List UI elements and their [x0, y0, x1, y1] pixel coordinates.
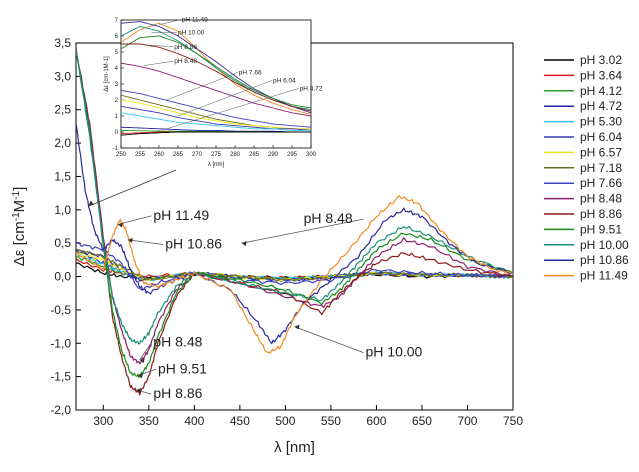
x-tick-label: 500	[275, 414, 295, 428]
y-axis-title-unit-close: ]	[11, 187, 28, 191]
legend-label: pH 6.57	[580, 145, 622, 159]
legend-label: pH 11.49	[580, 269, 628, 283]
legend-label: pH 4.12	[580, 84, 622, 98]
annotation-label: pH 10.00	[366, 344, 423, 360]
inset-annotation-label: pH 4.72	[300, 85, 323, 92]
x-tick-label: 300	[93, 414, 113, 428]
annotation-label: pH 11.49	[153, 207, 209, 223]
y-tick-label: 3,0	[54, 69, 71, 83]
inset-y-tick-label: 5	[115, 50, 119, 56]
annotation-label: pH 10.86	[165, 236, 222, 252]
x-tick-label: 650	[412, 414, 432, 428]
y-axis-title-unit-open: [cm	[11, 221, 28, 249]
inset-y-tick-label: 7	[115, 18, 119, 24]
y-tick-label: -2,0	[50, 403, 71, 417]
y-tick-label: -1,5	[50, 370, 71, 384]
inset-x-tick-label: 270	[192, 152, 203, 158]
legend-label: pH 5.30	[580, 115, 622, 129]
x-axis-title: λ [nm]	[274, 439, 315, 456]
inset-y-tick-label: 6	[115, 34, 119, 40]
legend-label: pH 6.04	[580, 130, 622, 144]
annotation-leader	[140, 343, 152, 360]
inset-annotation-label: pH 6.04	[273, 77, 296, 84]
inset-x-tick-label: 275	[211, 152, 222, 158]
annotation-arrowhead	[242, 241, 247, 246]
y-tick-label: 2,0	[54, 136, 71, 150]
inset-y-tick-label: -1	[113, 146, 119, 152]
y-axis-title-mid: M	[11, 200, 28, 213]
inset-annotation-label: pH 7.66	[239, 69, 262, 76]
x-tick-label: 450	[230, 414, 250, 428]
inset-y-tick-label: 1	[115, 114, 119, 120]
legend-label: pH 3.64	[580, 68, 622, 82]
y-tick-label: -0,5	[50, 303, 71, 317]
inset-x-tick-label: 250	[116, 152, 127, 158]
legend-label: pH 9.51	[580, 222, 622, 236]
inset-x-tick-label: 285	[249, 152, 260, 158]
annotation-label: pH 8.48	[153, 334, 202, 350]
legend-label: pH 4.72	[580, 99, 622, 113]
y-axis-title-symbol: Δε	[11, 249, 28, 266]
x-tick-label: 350	[139, 414, 159, 428]
inset-x-axis-title: λ [nm]	[208, 162, 225, 168]
x-tick-label: 400	[184, 414, 204, 428]
inset-y-tick-label: 4	[115, 66, 119, 72]
legend-label: pH 10.00	[580, 238, 629, 252]
inset-x-tick-label: 260	[154, 152, 165, 158]
y-tick-label: -1,0	[50, 336, 71, 350]
x-tick-label: 700	[457, 414, 477, 428]
y-tick-label: 0,0	[54, 270, 71, 284]
inset-annotation-label: pH 10.00	[178, 29, 205, 36]
inset-x-tick-label: 255	[135, 152, 146, 158]
legend-label: pH 8.86	[580, 207, 622, 221]
inset-plot: 250 255 260 265 270 275 280 285 290 295 300 -1 0 1 2 3 4…	[88, 17, 323, 207]
annotation-arrowhead	[118, 222, 123, 227]
inset-y-tick-label: 3	[115, 82, 119, 88]
legend-label: pH 7.18	[580, 161, 622, 175]
x-tick-label: 750	[503, 414, 523, 428]
inset-x-tick-label: 265	[173, 152, 184, 158]
inset-x-tick-label: 300	[306, 152, 317, 158]
y-tick-label: 0,5	[54, 236, 71, 250]
legend-label: pH 10.86	[580, 253, 629, 267]
y-tick-label: 2,5	[54, 103, 71, 117]
annotation-leader	[128, 240, 163, 245]
inset-y-tick-label: 0	[115, 130, 119, 136]
inset-x-tick-label: 290	[268, 152, 279, 158]
annotation-label: pH 8.86	[153, 385, 202, 401]
annotation-leader	[118, 216, 152, 225]
inset-annotation-label: pH 11.49	[182, 17, 208, 24]
x-tick-label: 550	[321, 414, 341, 428]
inset-x-tick-label: 295	[287, 152, 298, 158]
y-tick-label: 3,5	[54, 36, 71, 50]
annotation-label: pH 8.48	[304, 210, 353, 226]
inset-x-tick-label: 280	[230, 152, 241, 158]
annotation-label: pH 9.51	[158, 360, 207, 376]
inset-y-tick-label: 2	[115, 98, 119, 104]
inset-annotation-label: pH 8.48	[174, 58, 197, 65]
legend-label: pH 7.66	[580, 176, 622, 190]
inset-y-axis-title: Δε [cm-1M-1]	[104, 56, 110, 92]
annotation-leader	[295, 327, 364, 353]
inset-annotation-label: pH 8.86	[174, 44, 197, 51]
legend-label: pH 8.48	[580, 192, 622, 206]
y-axis-title: Δε [cm-1M-1]	[11, 187, 28, 267]
inset-connector	[88, 170, 176, 206]
legend-label: pH 3.02	[580, 53, 622, 67]
y-tick-label: 1,5	[54, 169, 71, 183]
x-tick-label: 600	[366, 414, 386, 428]
annotation-arrowhead	[295, 325, 300, 330]
y-tick-label: 1,0	[54, 203, 71, 217]
